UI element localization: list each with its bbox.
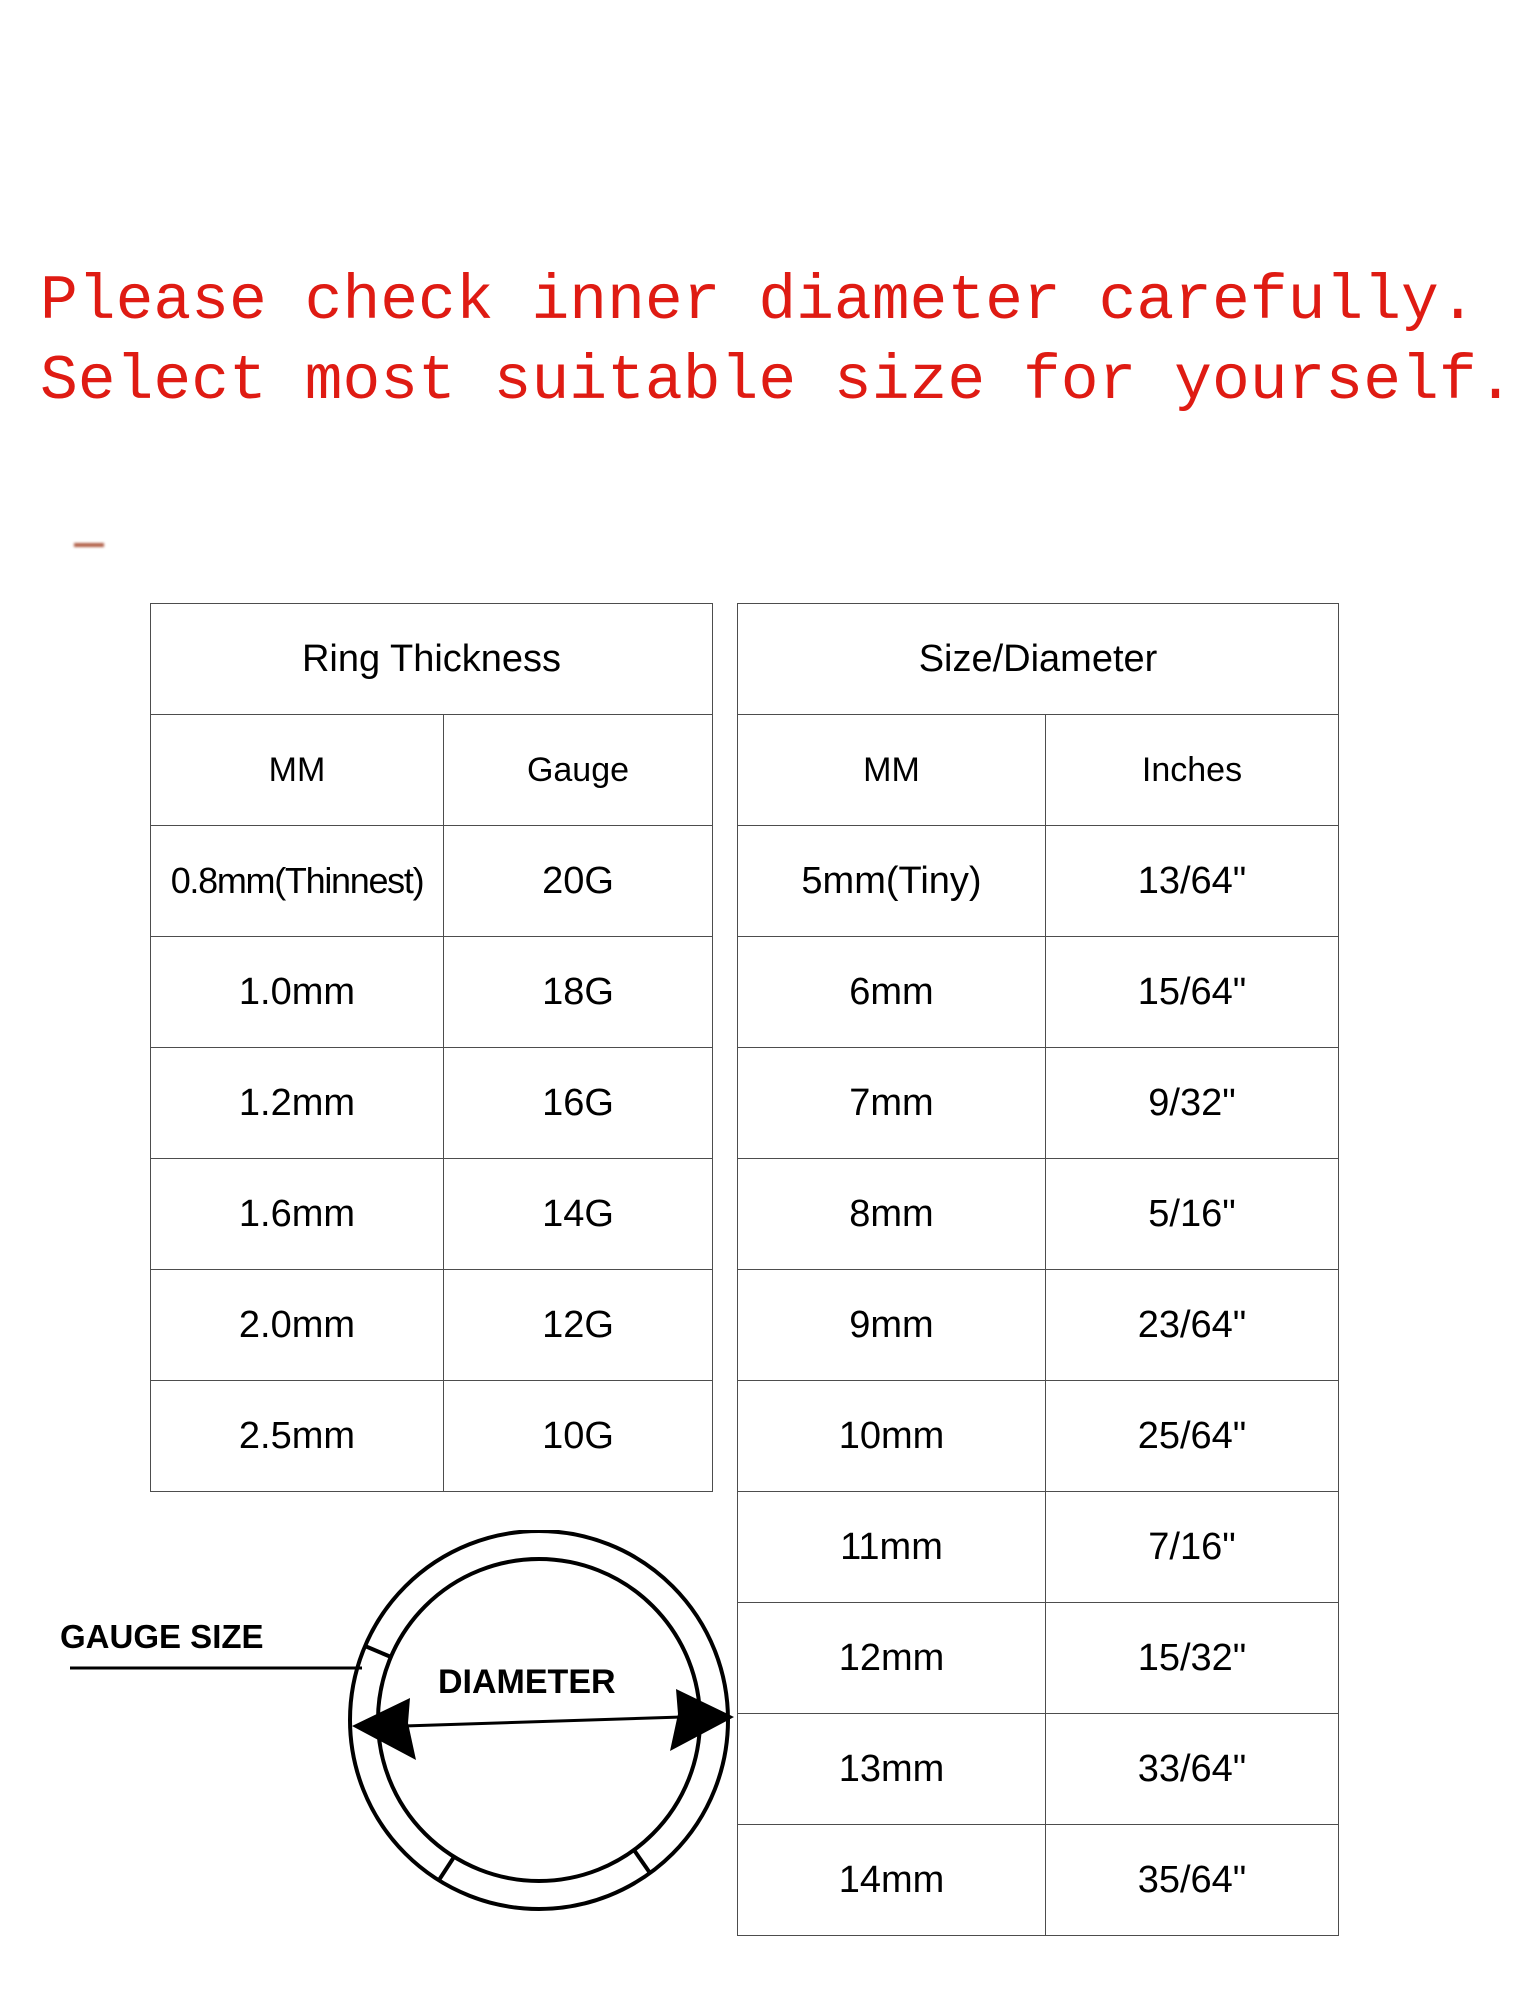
- svg-text:DIAMETER: DIAMETER: [438, 1663, 616, 1701]
- svg-text:GAUGE SIZE: GAUGE SIZE: [60, 1618, 264, 1655]
